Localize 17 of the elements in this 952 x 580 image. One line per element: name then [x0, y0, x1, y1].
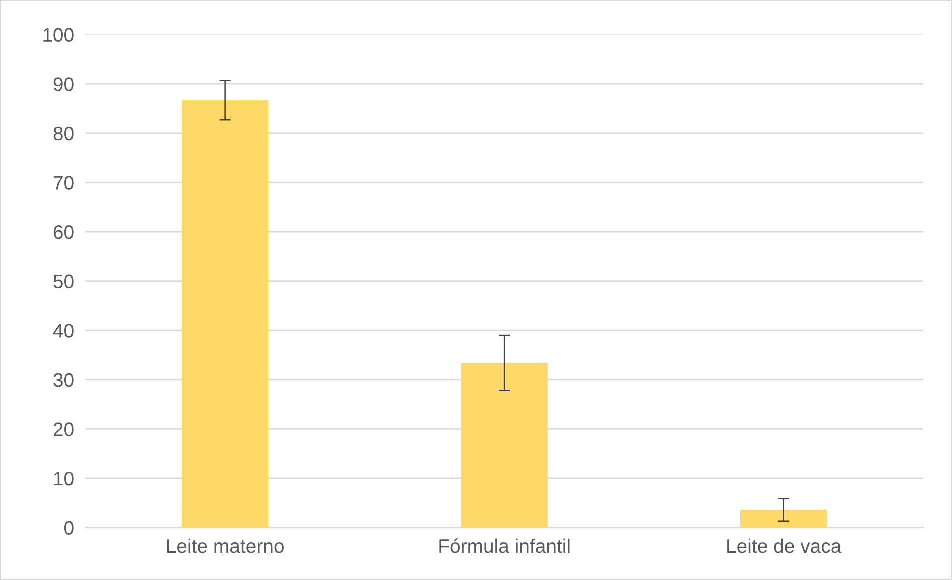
- y-tick-label: 20: [54, 422, 74, 436]
- y-tick-label: 30: [54, 373, 74, 388]
- y-tick-label: 0: [64, 521, 74, 536]
- y-tick-label: 40: [53, 324, 74, 338]
- y-tick-label: 90: [54, 78, 74, 92]
- x-tick-label: Leite de vaca: [728, 538, 842, 554]
- y-tick-label: 70: [54, 176, 74, 190]
- y-tick-label: 10: [54, 472, 74, 486]
- bar: [740, 510, 828, 528]
- y-tick-label: 100: [44, 28, 74, 42]
- x-tick-label: Leite materno: [167, 538, 284, 554]
- x-tick-label: Fórmula infantil: [440, 538, 570, 554]
- bar: [461, 363, 548, 528]
- y-tick-label: 60: [54, 225, 74, 240]
- y-tick-label: 80: [54, 126, 74, 141]
- y-tick-label: 50: [54, 274, 74, 289]
- bar: [182, 100, 269, 528]
